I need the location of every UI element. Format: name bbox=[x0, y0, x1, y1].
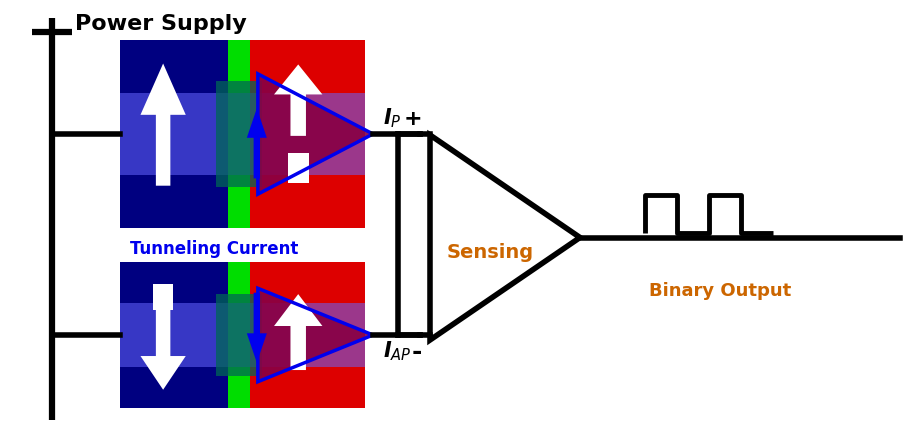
Bar bbox=[120, 262, 227, 408]
Text: I$_P$: I$_P$ bbox=[383, 106, 401, 130]
Text: +: + bbox=[403, 109, 422, 129]
Polygon shape bbox=[258, 288, 373, 382]
Bar bbox=[216, 294, 262, 376]
Bar bbox=[120, 93, 365, 176]
Text: Power Supply: Power Supply bbox=[75, 14, 246, 34]
Bar bbox=[120, 303, 365, 367]
Bar bbox=[250, 262, 365, 408]
Polygon shape bbox=[246, 108, 267, 179]
Bar bbox=[120, 40, 227, 228]
Bar bbox=[216, 81, 262, 187]
Polygon shape bbox=[274, 294, 323, 370]
Text: -: - bbox=[411, 340, 422, 364]
Polygon shape bbox=[274, 64, 323, 136]
Polygon shape bbox=[140, 64, 186, 186]
Text: Tunneling Current: Tunneling Current bbox=[130, 240, 298, 258]
Polygon shape bbox=[140, 310, 186, 390]
Bar bbox=[250, 40, 365, 228]
Polygon shape bbox=[258, 74, 373, 194]
Polygon shape bbox=[246, 293, 267, 363]
Bar bbox=[288, 153, 309, 183]
Text: Binary Output: Binary Output bbox=[649, 283, 791, 300]
Bar bbox=[227, 40, 250, 228]
Text: I$_{AP}$: I$_{AP}$ bbox=[383, 339, 411, 363]
Bar bbox=[227, 262, 250, 408]
Bar bbox=[153, 284, 173, 310]
Text: Sensing: Sensing bbox=[447, 243, 534, 262]
